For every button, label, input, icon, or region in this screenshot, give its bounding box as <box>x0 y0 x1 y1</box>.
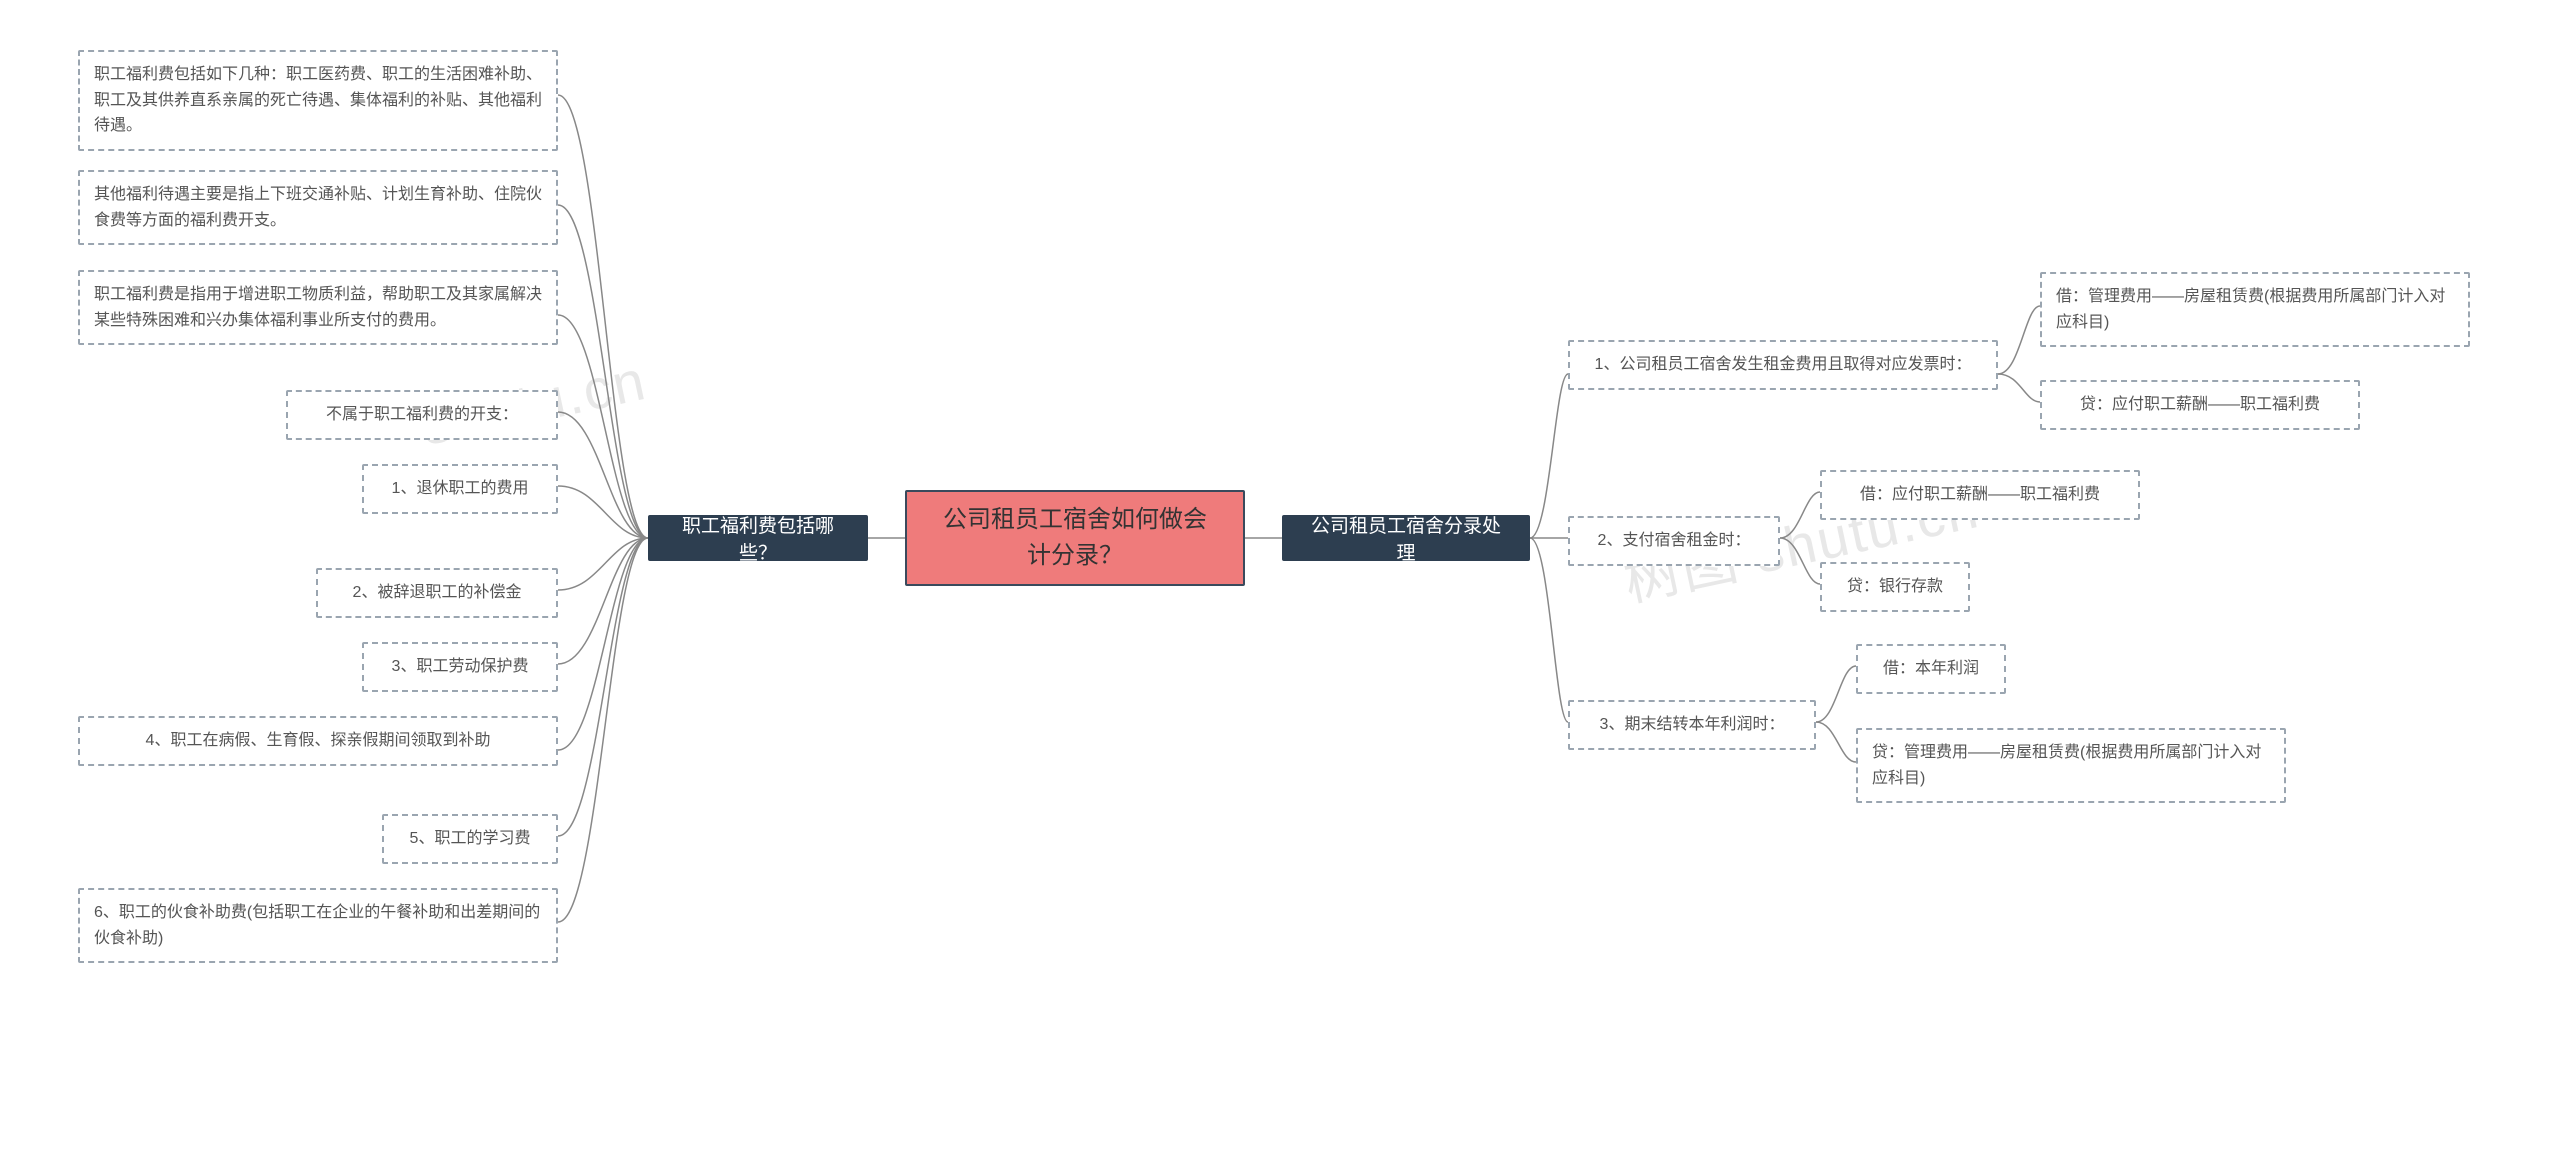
leaf-label: 1、退休职工的费用 <box>392 476 529 502</box>
leaf-label: 4、职工在病假、生育假、探亲假期间领取到补助 <box>146 728 491 754</box>
leaf-node[interactable]: 职工福利费包括如下几种：职工医药费、职工的生活困难补助、职工及其供养直系亲属的死… <box>78 50 558 151</box>
left-branch-node[interactable]: 职工福利费包括哪些？ <box>648 515 868 561</box>
leaf-node[interactable]: 借：管理费用——房屋租赁费(根据费用所属部门计入对应科目) <box>2040 272 2470 347</box>
leaf-label: 贷：银行存款 <box>1847 574 1943 600</box>
leaf-label: 职工福利费包括如下几种：职工医药费、职工的生活困难补助、职工及其供养直系亲属的死… <box>94 62 542 139</box>
leaf-node[interactable]: 其他福利待遇主要是指上下班交通补贴、计划生育补助、住院伙食费等方面的福利费开支。 <box>78 170 558 245</box>
leaf-node[interactable]: 不属于职工福利费的开支： <box>286 390 558 440</box>
leaf-node[interactable]: 4、职工在病假、生育假、探亲假期间领取到补助 <box>78 716 558 766</box>
leaf-label: 借：应付职工薪酬——职工福利费 <box>1860 482 2100 508</box>
leaf-node[interactable]: 贷：银行存款 <box>1820 562 1970 612</box>
leaf-node[interactable]: 6、职工的伙食补助费(包括职工在企业的午餐补助和出差期间的伙食补助) <box>78 888 558 963</box>
leaf-node[interactable]: 借：应付职工薪酬——职工福利费 <box>1820 470 2140 520</box>
leaf-node[interactable]: 职工福利费是指用于增进职工物质利益，帮助职工及其家属解决某些特殊困难和兴办集体福… <box>78 270 558 345</box>
leaf-label: 借：管理费用——房屋租赁费(根据费用所属部门计入对应科目) <box>2056 284 2454 335</box>
leaf-node[interactable]: 贷：管理费用——房屋租赁费(根据费用所属部门计入对应科目) <box>1856 728 2286 803</box>
leaf-label: 1、公司租员工宿舍发生租金费用且取得对应发票时： <box>1595 352 1972 378</box>
leaf-label: 其他福利待遇主要是指上下班交通补贴、计划生育补助、住院伙食费等方面的福利费开支。 <box>94 182 542 233</box>
left-branch-label: 职工福利费包括哪些？ <box>668 511 848 565</box>
leaf-node[interactable]: 3、职工劳动保护费 <box>362 642 558 692</box>
leaf-label: 3、期末结转本年利润时： <box>1600 712 1785 738</box>
leaf-label: 2、被辞退职工的补偿金 <box>353 580 522 606</box>
leaf-label: 6、职工的伙食补助费(包括职工在企业的午餐补助和出差期间的伙食补助) <box>94 900 542 951</box>
root-label: 公司租员工宿舍如何做会计分录？ <box>935 502 1215 574</box>
leaf-node[interactable]: 5、职工的学习费 <box>382 814 558 864</box>
right-branch-node[interactable]: 公司租员工宿舍分录处理 <box>1282 515 1530 561</box>
leaf-node[interactable]: 1、公司租员工宿舍发生租金费用且取得对应发票时： <box>1568 340 1998 390</box>
leaf-node[interactable]: 借：本年利润 <box>1856 644 2006 694</box>
leaf-node[interactable]: 贷：应付职工薪酬——职工福利费 <box>2040 380 2360 430</box>
leaf-node[interactable]: 2、支付宿舍租金时： <box>1568 516 1780 566</box>
leaf-label: 职工福利费是指用于增进职工物质利益，帮助职工及其家属解决某些特殊困难和兴办集体福… <box>94 282 542 333</box>
leaf-node[interactable]: 2、被辞退职工的补偿金 <box>316 568 558 618</box>
right-branch-label: 公司租员工宿舍分录处理 <box>1302 511 1510 565</box>
leaf-label: 不属于职工福利费的开支： <box>326 402 518 428</box>
leaf-label: 5、职工的学习费 <box>410 826 531 852</box>
leaf-label: 2、支付宿舍租金时： <box>1598 528 1751 554</box>
leaf-label: 贷：管理费用——房屋租赁费(根据费用所属部门计入对应科目) <box>1872 740 2270 791</box>
leaf-label: 3、职工劳动保护费 <box>392 654 529 680</box>
leaf-node[interactable]: 3、期末结转本年利润时： <box>1568 700 1816 750</box>
root-node[interactable]: 公司租员工宿舍如何做会计分录？ <box>905 490 1245 586</box>
leaf-label: 贷：应付职工薪酬——职工福利费 <box>2080 392 2320 418</box>
leaf-label: 借：本年利润 <box>1883 656 1979 682</box>
leaf-node[interactable]: 1、退休职工的费用 <box>362 464 558 514</box>
